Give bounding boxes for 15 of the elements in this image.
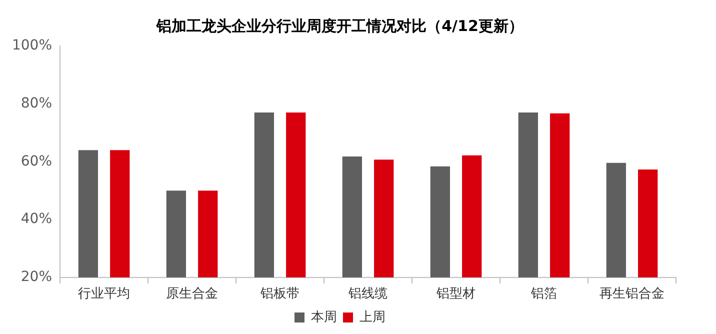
x-tick-label: 再生铝合金 [600,286,664,302]
x-tick-label: 原生合金 [166,286,218,302]
x-tick-label: 铝板带 [260,286,300,302]
x-tick-label: 行业平均 [78,286,130,302]
legend-label: 本周 [311,310,337,325]
y-tick-label: 20% [20,269,52,286]
y-tick-label: 60% [20,153,52,170]
x-tick-label: 铝线缆 [348,286,388,302]
y-tick-label: 100% [12,38,52,54]
chart-title: 铝加工龙头企业分行业周度开工情况对比（4/12更新） [156,16,524,35]
y-tick-label: 40% [20,211,52,228]
x-tick-label: 铝箔 [530,286,558,302]
x-tick-label: 铝型材 [436,286,476,302]
legend-label: 上周 [360,310,386,325]
y-tick-label: 80% [20,95,52,112]
